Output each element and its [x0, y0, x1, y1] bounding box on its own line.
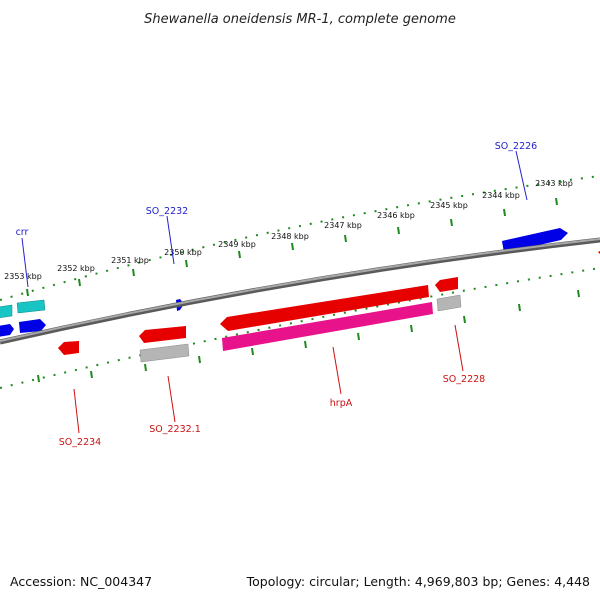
- gene-label-hrpa[interactable]: hrpA: [330, 398, 353, 409]
- kbp-label-2343: 2343 kbp: [535, 179, 573, 188]
- map-title: Shewanella oneidensis MR-1, complete gen…: [144, 12, 456, 27]
- accession-text: Accession: NC_004347: [10, 574, 152, 589]
- gene-label-so-2232[interactable]: SO_2232: [146, 206, 188, 217]
- genome-backbone-highlight: [0, 238, 600, 342]
- gene-label-so-2234[interactable]: SO_2234: [59, 437, 101, 448]
- so-2232-1-gene[interactable]: [139, 326, 186, 343]
- kbp-label-2351: 2351 kbp: [111, 256, 149, 265]
- hrpa-gene[interactable]: [220, 285, 429, 331]
- kbp-label-2345: 2345 kbp: [430, 201, 468, 210]
- inner-major-ticks: [37, 289, 580, 383]
- so-2226-gene[interactable]: [502, 228, 568, 253]
- kbp-label-2348: 2348 kbp: [271, 232, 309, 241]
- gene-label-crr[interactable]: crr: [16, 227, 29, 238]
- kbp-label-2346: 2346 kbp: [377, 211, 415, 220]
- kbp-label-2349: 2349 kbp: [218, 240, 256, 249]
- reverse-strand-genes: [58, 277, 462, 363]
- kbp-label-2347: 2347 kbp: [324, 221, 362, 230]
- gene-label-so-2228[interactable]: SO_2228: [443, 374, 485, 385]
- kbp-label-2350: 2350 kbp: [164, 248, 202, 257]
- label-leaders: [21, 150, 528, 434]
- forward-gene-arrow-2[interactable]: [19, 319, 46, 333]
- kbp-label-2353: 2353 kbp: [4, 272, 42, 281]
- so-2228-gene[interactable]: [435, 277, 458, 292]
- genome-summary-text: Topology: circular; Length: 4,969,803 bp…: [246, 574, 590, 589]
- so-2232-1-rna[interactable]: [139, 343, 190, 363]
- kbp-label-2352: 2352 kbp: [57, 264, 95, 273]
- so-2234-gene[interactable]: [58, 341, 79, 355]
- gene-label-so-2226[interactable]: SO_2226: [495, 141, 537, 152]
- so-2228-rna[interactable]: [436, 294, 462, 312]
- kbp-label-2344: 2344 kbp: [482, 191, 520, 200]
- crr-gene[interactable]: [16, 299, 46, 314]
- outer-tick-ring: [0, 175, 600, 301]
- outer-major-ticks: [26, 197, 558, 297]
- forward-gene-arrow-left-edge[interactable]: [0, 324, 14, 337]
- cyan-gene-left-edge[interactable]: [0, 304, 13, 318]
- hrpa-cds[interactable]: [222, 302, 433, 351]
- gene-label-so-2232-1[interactable]: SO_2232.1: [149, 424, 201, 435]
